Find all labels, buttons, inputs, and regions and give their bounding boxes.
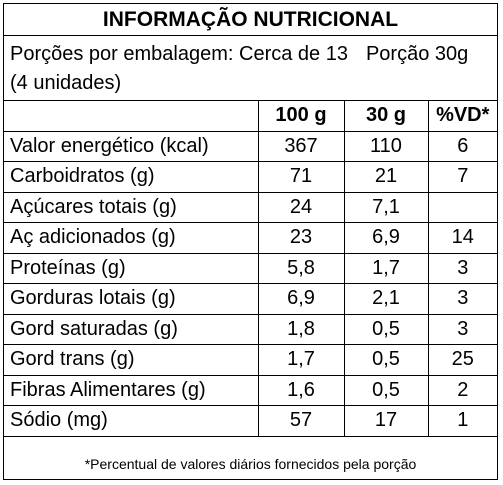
- header-row: 100 g 30 g %VD*: [4, 100, 497, 132]
- value-30g: 0,5: [343, 374, 429, 406]
- value-vd: 2: [427, 374, 497, 406]
- servings-line: Porções por embalagem: Cerca de 13 Porção…: [10, 41, 468, 67]
- nutrient-name: Proteínas (g): [4, 252, 259, 284]
- table-row: Proteínas (g) 5,8 1,7 3: [4, 252, 497, 284]
- table-row: Açúcares totais (g) 24 7,1: [4, 191, 497, 223]
- value-100g: 1,7: [257, 344, 345, 376]
- value-vd: [427, 191, 497, 223]
- value-100g: 24: [257, 191, 345, 223]
- label-title: INFORMAÇÃO NUTRICIONAL: [4, 4, 497, 36]
- portion-size: Porção 30g: [365, 43, 469, 65]
- nutrition-label: INFORMAÇÃO NUTRICIONAL Porções por embal…: [3, 3, 498, 480]
- value-100g: 6,9: [257, 283, 345, 315]
- value-vd: 1: [427, 405, 497, 437]
- servings-per-package: Porções por embalagem: Cerca de 13: [10, 43, 348, 65]
- table-row: Valor energético (kcal) 367 110 6: [4, 130, 497, 162]
- table-row: Carboidratos (g) 71 21 7: [4, 161, 497, 193]
- footnote: *Percentual de valores diários fornecido…: [84, 456, 417, 472]
- value-30g: 6,9: [343, 222, 429, 254]
- header-vd: %VD*: [427, 100, 497, 132]
- value-30g: 0,5: [343, 313, 429, 345]
- portion-units: (4 unidades): [10, 72, 122, 94]
- value-100g: 71: [257, 161, 345, 193]
- value-vd: 3: [427, 283, 497, 315]
- nutrient-name: Fibras Alimentares (g): [4, 374, 259, 406]
- table-row: Aç adicionados (g) 23 6,9 14: [4, 222, 497, 254]
- nutrient-name: Valor energético (kcal): [4, 130, 259, 162]
- value-100g: 367: [257, 130, 345, 162]
- nutrient-name: Gorduras lotais (g): [4, 283, 259, 315]
- header-nutrient: [4, 100, 259, 132]
- value-vd: 7: [427, 161, 497, 193]
- header-30g: 30 g: [343, 100, 429, 132]
- table-row: Gord saturadas (g) 1,8 0,5 3: [4, 313, 497, 345]
- value-100g: 23: [257, 222, 345, 254]
- nutrient-name: Sódio (mg): [4, 405, 259, 437]
- value-30g: 17: [343, 405, 429, 437]
- value-30g: 1,7: [343, 252, 429, 284]
- nutrient-name: Aç adicionados (g): [4, 222, 259, 254]
- value-100g: 5,8: [257, 252, 345, 284]
- nutrient-name: Gord trans (g): [4, 344, 259, 376]
- value-vd: 25: [427, 344, 497, 376]
- nutrient-name: Carboidratos (g): [4, 161, 259, 193]
- table-row: Fibras Alimentares (g) 1,6 0,5 2: [4, 374, 497, 406]
- value-30g: 21: [343, 161, 429, 193]
- value-vd: 14: [427, 222, 497, 254]
- value-vd: 6: [427, 130, 497, 162]
- nutrient-name: Gord saturadas (g): [4, 313, 259, 345]
- table-row: Sódio (mg) 57 17 1: [4, 405, 497, 437]
- value-30g: 2,1: [343, 283, 429, 315]
- nutrition-table: 100 g 30 g %VD* Valor energético (kcal) …: [4, 100, 497, 437]
- value-100g: 1,6: [257, 374, 345, 406]
- nutrient-name: Açúcares totais (g): [4, 191, 259, 223]
- value-100g: 1,8: [257, 313, 345, 345]
- value-100g: 57: [257, 405, 345, 437]
- value-30g: 7,1: [343, 191, 429, 223]
- value-30g: 0,5: [343, 344, 429, 376]
- value-30g: 110: [343, 130, 429, 162]
- value-vd: 3: [427, 313, 497, 345]
- value-vd: 3: [427, 252, 497, 284]
- table-row: Gorduras lotais (g) 6,9 2,1 3: [4, 283, 497, 315]
- header-100g: 100 g: [257, 100, 345, 132]
- table-row: Gord trans (g) 1,7 0,5 25: [4, 344, 497, 376]
